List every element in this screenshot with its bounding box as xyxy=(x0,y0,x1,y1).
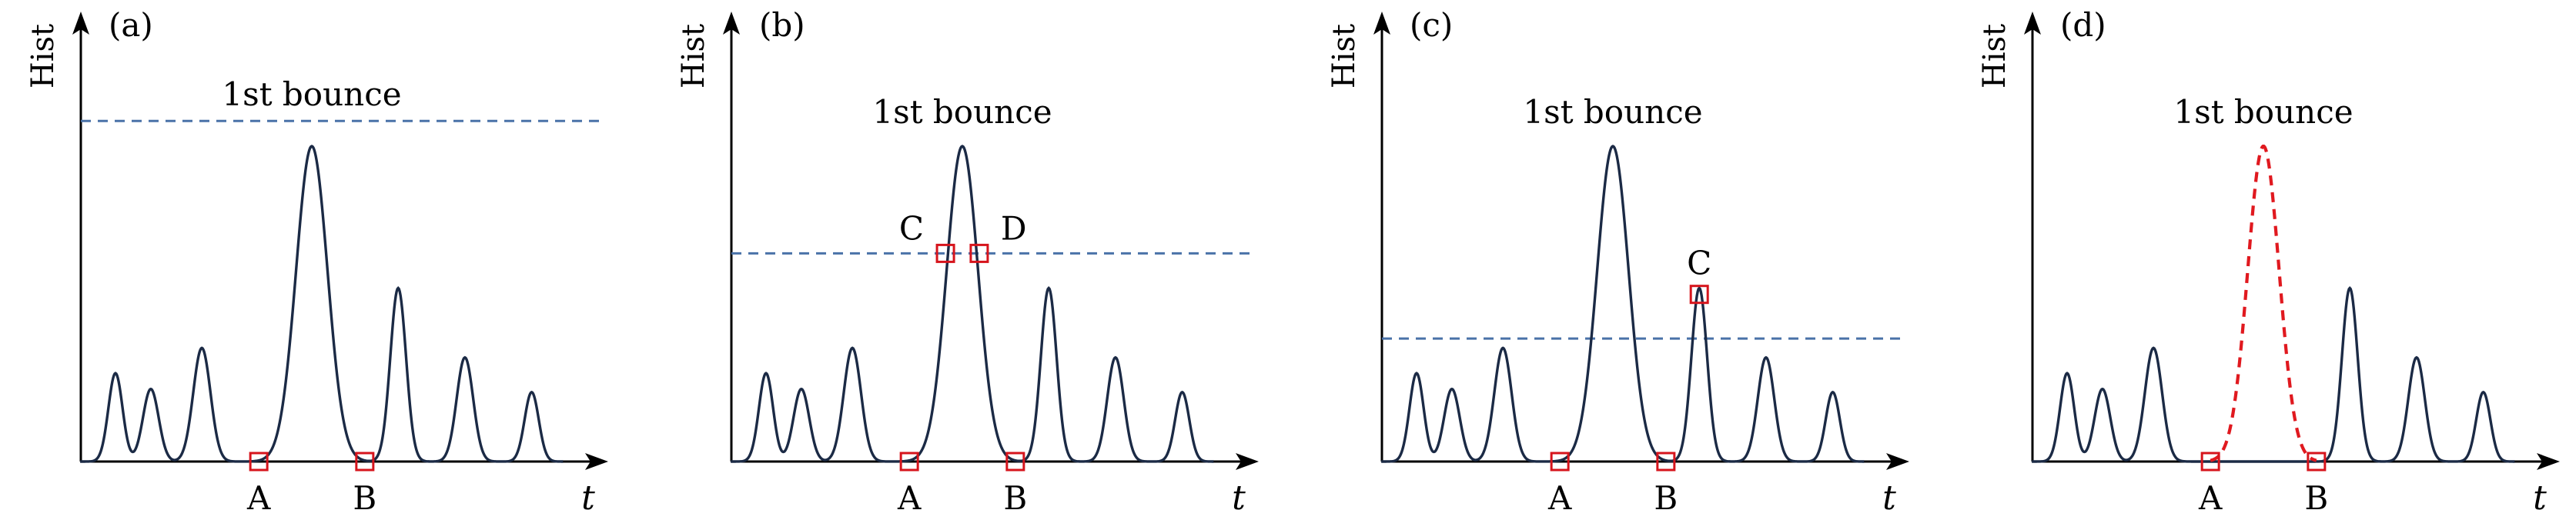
x-axis-arrow-icon xyxy=(1236,453,1259,470)
panel-d: Hist t (d) 1st bounce A B xyxy=(1977,6,2560,518)
panel-label: (a) xyxy=(109,6,153,44)
x-axis-label: t xyxy=(1882,478,1896,518)
histogram-curve xyxy=(80,145,564,463)
marker-a xyxy=(2200,452,2220,472)
title-1st-bounce: 1st bounce xyxy=(1523,93,1702,131)
marker-b xyxy=(2307,452,2327,472)
panel-a: Hist t (a) 1st bounce A B xyxy=(25,6,608,518)
title-1st-bounce: 1st bounce xyxy=(872,93,1052,131)
histogram-curve xyxy=(1381,145,1865,463)
marker-d xyxy=(969,243,989,263)
panel-label: (d) xyxy=(2060,6,2106,44)
title-1st-bounce: 1st bounce xyxy=(222,75,401,113)
title-1st-bounce: 1st bounce xyxy=(2173,93,2353,131)
marker-label-a: A xyxy=(2198,479,2223,517)
panel-label: (b) xyxy=(759,6,805,44)
marker-label-b: B xyxy=(2304,479,2328,517)
x-axis-arrow-icon xyxy=(585,453,608,470)
y-axis-label: Hist xyxy=(676,24,711,88)
histogram-curve xyxy=(731,145,1214,463)
marker-a xyxy=(899,452,919,472)
marker-label-a: A xyxy=(246,479,271,517)
marker-label-c: C xyxy=(899,209,924,247)
marker-label-a: A xyxy=(1547,479,1572,517)
panel-label: (c) xyxy=(1410,6,1453,44)
y-axis-arrow-icon xyxy=(723,12,740,35)
marker-c xyxy=(1689,285,1709,305)
histogram-curve xyxy=(2032,285,2515,463)
marker-a xyxy=(1550,452,1570,472)
marker-c xyxy=(935,243,955,263)
x-axis-arrow-icon xyxy=(1886,453,1909,470)
panel-b: Hist t (b) 1st bounce C D A B xyxy=(676,6,1259,518)
panel-c: Hist t (c) 1st bounce C A B xyxy=(1326,6,1909,518)
marker-label-b: B xyxy=(1003,479,1027,517)
y-axis-arrow-icon xyxy=(2024,12,2041,35)
marker-label-b: B xyxy=(353,479,376,517)
y-axis-label: Hist xyxy=(1977,24,2012,88)
estimated-peak-curve xyxy=(2210,145,2317,462)
x-axis-label: t xyxy=(581,478,595,518)
y-axis-label: Hist xyxy=(1326,24,1362,88)
marker-a xyxy=(249,452,269,472)
marker-b xyxy=(1005,452,1025,472)
x-axis-arrow-icon xyxy=(2537,453,2560,470)
marker-label-a: A xyxy=(897,479,922,517)
x-axis-label: t xyxy=(1232,478,1246,518)
marker-b xyxy=(355,452,375,472)
marker-label-c: C xyxy=(1687,245,1711,282)
marker-label-d: D xyxy=(1001,209,1027,247)
y-axis-arrow-icon xyxy=(72,12,89,35)
marker-b xyxy=(1656,452,1676,472)
y-axis-arrow-icon xyxy=(1373,12,1390,35)
marker-label-b: B xyxy=(1654,479,1678,517)
x-axis-label: t xyxy=(2533,478,2547,518)
y-axis-label: Hist xyxy=(25,24,61,88)
